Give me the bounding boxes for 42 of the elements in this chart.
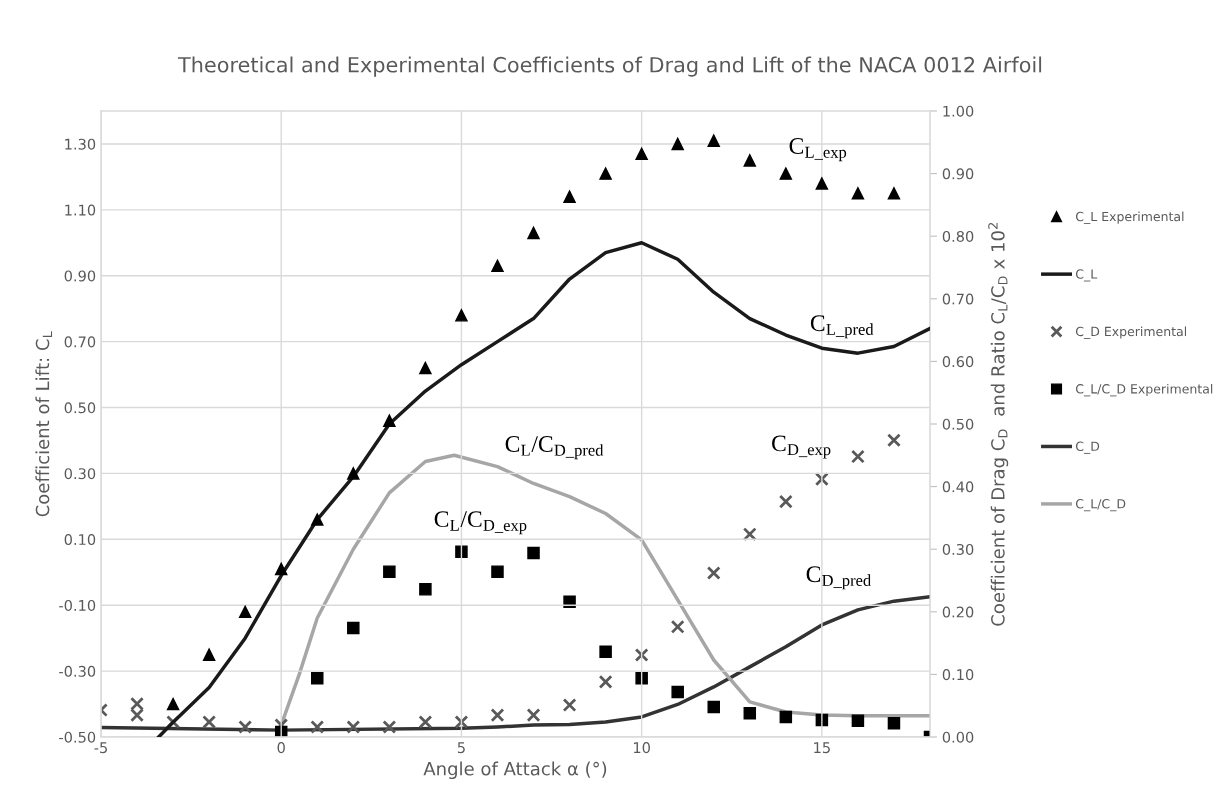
y2-tick-label: 0.00 [942, 731, 974, 743]
x-tick-label: -5 [94, 742, 107, 754]
y-tick-label: 0.10 [64, 534, 96, 546]
annotation: C$_{L}$/C$_{D_pred}$ [505, 436, 604, 460]
x-axis-title: Angle of Attack α (°) [423, 761, 607, 780]
y-tick-label: 1.30 [65, 138, 96, 150]
legend-label: C_L/C_D Experimental [1075, 383, 1213, 397]
legend-label: C_L Experimental [1075, 211, 1184, 225]
y2-axis-title: Coefficient of Drag C$_{D}$ and Ratio C$_{L}$/C$_{D}$ x 10$^{2}$ [988, 223, 1009, 626]
annotation: C$_{L_exp}$ [789, 138, 847, 162]
y-tick-label: 0.30 [64, 468, 96, 480]
annotation: C$_{D_pred}$ [806, 566, 871, 590]
y-tick-label: 1.10 [65, 204, 96, 216]
y2-tick-label: 0.30 [942, 543, 974, 555]
y-tick-label: 0.90 [64, 270, 96, 282]
legend-label: C_D [1075, 441, 1100, 454]
annotation: C$_{L}$/C$_{D_exp}$ [434, 511, 527, 535]
y2-tick-label: 0.50 [942, 418, 974, 430]
y2-tick-label: 0.90 [942, 168, 974, 180]
y2-tick-label: 1.00 [943, 105, 974, 117]
annotation: C$_{D_exp}$ [772, 435, 831, 459]
y2-tick-label: 0.60 [942, 356, 974, 368]
x-tick-label: 15 [814, 742, 830, 754]
y2-tick-label: 0.70 [942, 293, 974, 305]
x-tick-label: 0 [277, 742, 285, 754]
y2-tick-label: 0.10 [942, 669, 974, 681]
y-tick-label: 0.70 [64, 336, 96, 348]
y-tick-label: -0.30 [59, 665, 96, 677]
x-tick-label: 10 [633, 742, 650, 754]
legend-label: C_L [1075, 269, 1098, 282]
y-tick-label: 0.50 [64, 402, 96, 414]
annotation: C$_{L_pred}$ [810, 315, 874, 339]
legend-label: C_D Experimental [1075, 326, 1187, 339]
y-axis-title: Coefficient of Lift: C$_{L}$ [35, 331, 53, 517]
x-tick-label: 5 [457, 742, 465, 754]
y2-tick-label: 0.80 [942, 230, 974, 242]
y-tick-label: -0.50 [59, 731, 96, 743]
chart-title: Theoretical and Experimental Coefficients of Drag and Lift of the NACA 0012 Airfoil [177, 56, 1042, 77]
y-tick-label: -0.10 [59, 599, 96, 611]
y2-tick-label: 0.20 [942, 606, 974, 618]
y2-tick-label: 0.40 [942, 481, 974, 493]
legend-label: C_L/C_D [1075, 499, 1126, 512]
